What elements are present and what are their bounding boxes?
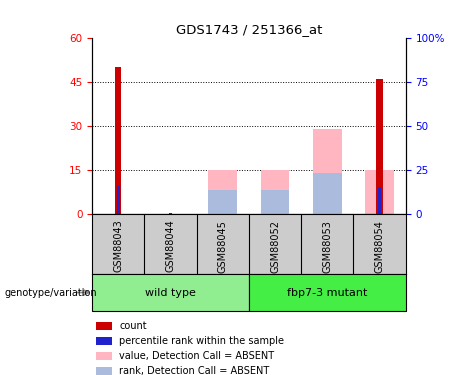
Bar: [117, 186, 120, 214]
Text: GSM88052: GSM88052: [270, 220, 280, 273]
Bar: [249, 274, 406, 311]
Text: count: count: [119, 321, 147, 331]
Text: GSM88053: GSM88053: [322, 220, 332, 273]
Bar: [261, 190, 290, 214]
Bar: [96, 337, 112, 345]
Bar: [313, 129, 342, 214]
Text: percentile rank within the sample: percentile rank within the sample: [119, 336, 284, 346]
Text: value, Detection Call = ABSENT: value, Detection Call = ABSENT: [119, 351, 274, 361]
Bar: [92, 274, 249, 311]
Text: fbp7-3 mutant: fbp7-3 mutant: [287, 288, 367, 297]
Text: GSM88043: GSM88043: [113, 220, 124, 273]
Bar: [208, 170, 237, 214]
Bar: [365, 170, 394, 214]
Bar: [261, 170, 290, 214]
Title: GDS1743 / 251366_at: GDS1743 / 251366_at: [176, 23, 322, 36]
Bar: [169, 213, 172, 214]
Bar: [115, 67, 121, 214]
Text: GSM88045: GSM88045: [218, 220, 228, 273]
Text: genotype/variation: genotype/variation: [5, 288, 97, 297]
Bar: [96, 367, 112, 375]
Text: GSM88054: GSM88054: [374, 220, 384, 273]
Bar: [208, 190, 237, 214]
Bar: [378, 188, 381, 214]
Bar: [313, 172, 342, 214]
Bar: [96, 322, 112, 330]
Bar: [96, 352, 112, 360]
Text: rank, Detection Call = ABSENT: rank, Detection Call = ABSENT: [119, 366, 269, 375]
Text: GSM88044: GSM88044: [165, 220, 176, 273]
Bar: [377, 79, 383, 214]
Text: wild type: wild type: [145, 288, 196, 297]
